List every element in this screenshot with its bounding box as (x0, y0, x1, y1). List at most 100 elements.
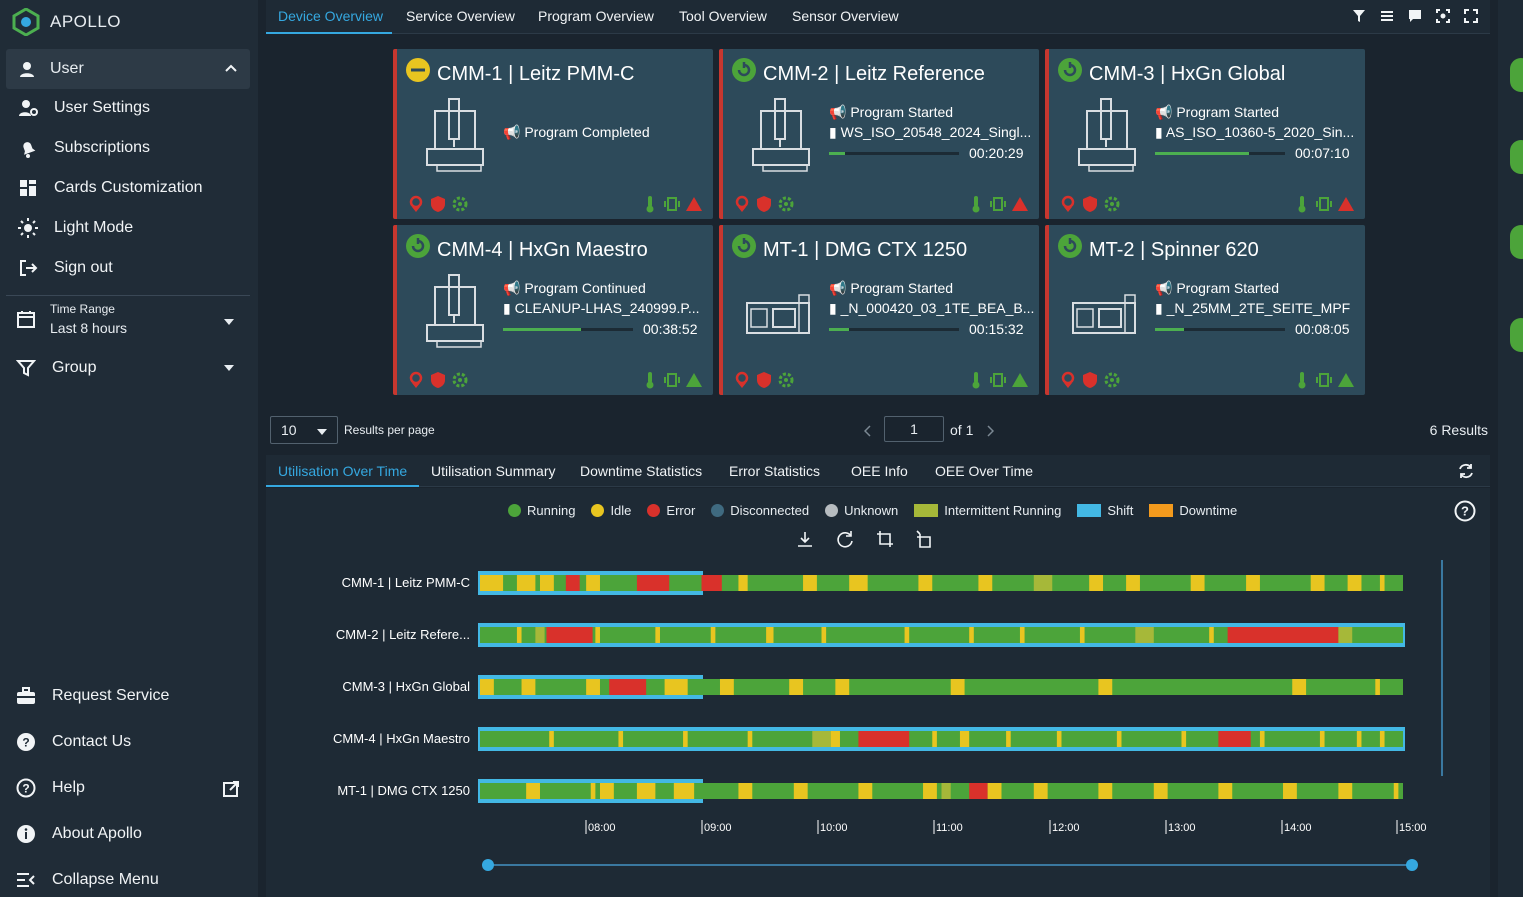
tab-utilisation-over-time[interactable]: Utilisation Over Time (278, 463, 408, 479)
status-segment[interactable] (932, 731, 937, 747)
tab-device-overview[interactable]: Device Overview (278, 8, 384, 24)
status-segment[interactable] (516, 575, 536, 591)
status-segment[interactable] (546, 627, 593, 643)
zoom-reset-icon[interactable] (916, 530, 934, 548)
sidebar-item-collapse[interactable]: Collapse Menu (16, 870, 159, 890)
status-segment[interactable] (1019, 627, 1025, 643)
legend-label[interactable]: Idle (610, 503, 632, 518)
status-segment[interactable] (1098, 679, 1113, 695)
status-segment[interactable] (1393, 783, 1399, 799)
status-segment[interactable] (586, 575, 600, 591)
status-segment[interactable] (535, 627, 545, 643)
status-segment[interactable] (609, 679, 647, 695)
status-segment[interactable] (1338, 627, 1353, 643)
sidebar-item-request-service[interactable]: Request Service (16, 686, 169, 706)
tab-tool-overview[interactable]: Tool Overview (679, 8, 767, 24)
help-icon[interactable]: ? (1454, 500, 1476, 522)
legend-label[interactable]: Shift (1107, 503, 1134, 518)
status-segment[interactable] (738, 783, 753, 799)
page-number-input[interactable]: 1 (884, 416, 944, 442)
fullscreen-icon[interactable] (1464, 9, 1478, 23)
status-segment[interactable] (1218, 783, 1233, 799)
status-segment[interactable] (1259, 731, 1265, 747)
app-logo[interactable]: APOLLO (12, 8, 121, 36)
running-segment[interactable] (480, 731, 1403, 747)
legend-label[interactable]: Unknown (844, 503, 899, 518)
external-link-icon[interactable] (222, 780, 240, 798)
tab-error-statistics[interactable]: Error Statistics (729, 463, 821, 479)
slider-start-handle[interactable] (482, 859, 494, 871)
status-segment[interactable] (1006, 731, 1011, 747)
status-segment[interactable] (480, 575, 504, 591)
status-segment[interactable] (812, 731, 831, 747)
status-segment[interactable] (918, 575, 933, 591)
status-segment[interactable] (941, 783, 951, 799)
filter-icon[interactable] (1352, 9, 1366, 23)
group-select[interactable]: Group (16, 358, 96, 378)
status-segment[interactable] (1153, 783, 1168, 799)
status-segment[interactable] (923, 783, 937, 799)
legend-label[interactable]: Running (527, 503, 576, 518)
sidebar-item-user-settings[interactable]: User Settings (18, 98, 150, 118)
device-card[interactable]: MT-1 | DMG CTX 1250 📢 Program Started ▮ _N… (719, 225, 1039, 395)
status-segment[interactable] (1033, 783, 1048, 799)
status-segment[interactable] (701, 575, 722, 591)
status-segment[interactable] (978, 575, 993, 591)
tab-oee-info[interactable]: OEE Info (851, 463, 908, 479)
status-segment[interactable] (858, 783, 873, 799)
list-icon[interactable] (1380, 9, 1394, 23)
status-segment[interactable] (835, 679, 850, 695)
status-segment[interactable] (636, 575, 670, 591)
slider-end-handle[interactable] (1406, 859, 1418, 871)
status-segment[interactable] (521, 679, 536, 695)
device-card[interactable]: MT-2 | Spinner 620 📢 Program Started ▮ _N_… (1045, 225, 1365, 395)
status-segment[interactable] (904, 627, 910, 643)
sidebar-item-sign-out[interactable]: Sign out (18, 258, 113, 278)
legend-label[interactable]: Error (666, 503, 696, 518)
tab-service-overview[interactable]: Service Overview (406, 8, 515, 24)
status-segment[interactable] (683, 731, 688, 747)
status-segment[interactable] (655, 627, 660, 643)
sidebar-item-subscriptions[interactable]: Subscriptions (18, 138, 150, 158)
status-segment[interactable] (586, 679, 600, 695)
sidebar-item-help[interactable]: ? Help (16, 778, 85, 798)
device-card[interactable]: CMM-2 | Leitz Reference 📢 Program Started… (719, 49, 1039, 219)
status-segment[interactable] (789, 679, 804, 695)
status-segment[interactable] (1056, 731, 1062, 747)
status-segment[interactable] (1356, 731, 1362, 747)
status-segment[interactable] (821, 627, 827, 643)
device-card[interactable]: CMM-3 | HxGn Global 📢 Program Started ▮ AS… (1045, 49, 1365, 219)
status-segment[interactable] (1227, 627, 1339, 643)
status-segment[interactable] (1181, 731, 1187, 747)
status-segment[interactable] (1126, 575, 1140, 591)
time-range-slider[interactable] (482, 859, 1418, 871)
chevron-right-icon[interactable] (986, 425, 994, 437)
status-segment[interactable] (1319, 731, 1325, 747)
device-card[interactable]: CMM-1 | Leitz PMM-C 📢 Program Completed (393, 49, 713, 219)
status-segment[interactable] (1379, 575, 1385, 591)
running-segment[interactable] (480, 575, 1403, 591)
time-range-select[interactable]: Time Range Last 8 hours (16, 302, 127, 336)
status-segment[interactable] (747, 731, 753, 747)
user-menu-toggle[interactable]: User (6, 49, 250, 89)
device-card[interactable]: CMM-4 | HxGn Maestro 📢 Program Continued ▮… (393, 225, 713, 395)
status-segment[interactable] (549, 731, 554, 747)
status-segment[interactable] (526, 783, 540, 799)
status-segment[interactable] (1116, 731, 1122, 747)
tab-downtime-statistics[interactable]: Downtime Statistics (580, 463, 703, 479)
tab-program-overview[interactable]: Program Overview (538, 8, 654, 24)
tab-sensor-overview[interactable]: Sensor Overview (792, 8, 899, 24)
status-segment[interactable] (1033, 575, 1053, 591)
status-segment[interactable] (1375, 679, 1380, 695)
status-segment[interactable] (969, 783, 988, 799)
status-segment[interactable] (1292, 679, 1307, 695)
capture-icon[interactable] (1436, 9, 1450, 23)
status-segment[interactable] (987, 783, 1002, 799)
status-segment[interactable] (1338, 783, 1353, 799)
status-segment[interactable] (766, 627, 774, 643)
legend-label[interactable]: Disconnected (730, 503, 810, 518)
status-segment[interactable] (595, 627, 600, 643)
chevron-left-icon[interactable] (864, 425, 872, 437)
refresh-icon[interactable] (1458, 463, 1474, 479)
status-segment[interactable] (516, 627, 522, 643)
